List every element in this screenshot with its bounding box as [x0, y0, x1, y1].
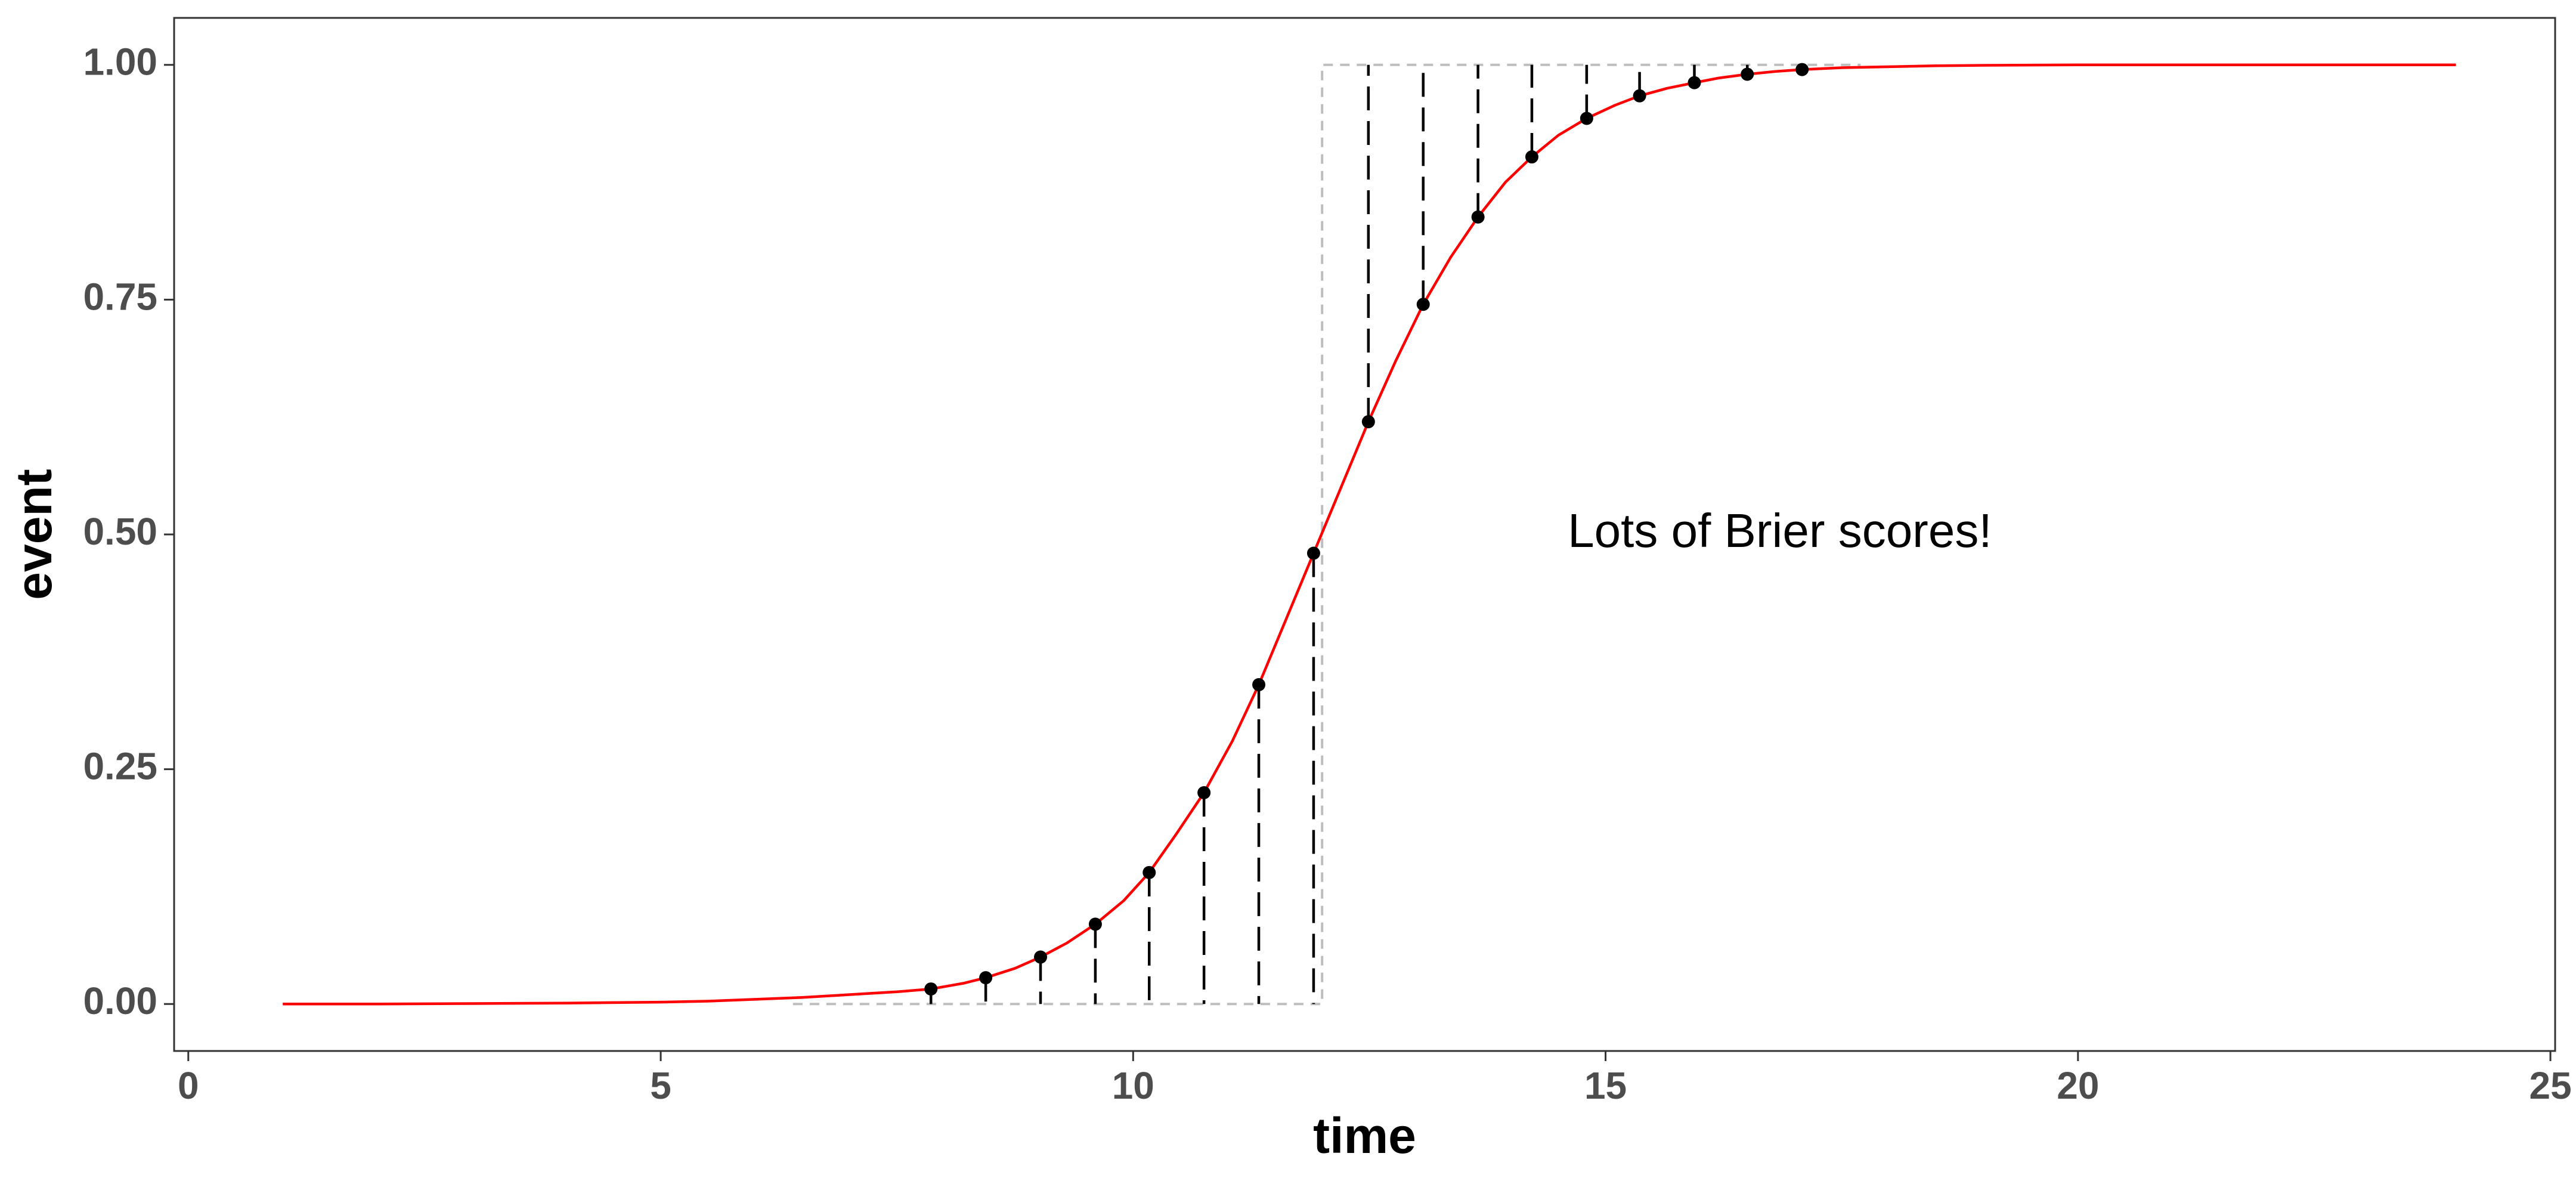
- y-tick-label: 0.25: [83, 745, 157, 788]
- prediction-point: [979, 971, 993, 985]
- prediction-point: [1416, 298, 1430, 311]
- prediction-point: [1525, 150, 1538, 164]
- x-axis: 0 5 10 15 20 25: [178, 1051, 2572, 1107]
- prediction-point: [1143, 865, 1156, 879]
- x-tick-label: 0: [178, 1064, 199, 1107]
- y-axis-title: event: [6, 469, 62, 599]
- prediction-point: [1197, 786, 1211, 799]
- observed-outcome-line: [792, 63, 1861, 1006]
- prediction-point: [1034, 950, 1048, 964]
- x-tick-label: 15: [1584, 1064, 1627, 1107]
- prediction-point: [1361, 415, 1375, 429]
- prediction-point: [1741, 67, 1754, 81]
- prediction-point: [1580, 112, 1593, 125]
- observed-outcome-step: [792, 63, 1861, 1006]
- prediction-point: [1688, 76, 1701, 89]
- x-axis-title: time: [1313, 1108, 1416, 1164]
- y-axis: 0.00 0.25 0.50 0.75 1.00: [83, 41, 174, 1022]
- predicted-probability-curve: [283, 63, 2456, 1006]
- prediction-points: [924, 63, 1809, 996]
- prediction-point: [1088, 917, 1102, 931]
- x-tick-label: 10: [1112, 1064, 1154, 1107]
- prediction-point: [1306, 546, 1320, 560]
- y-tick-label: 1.00: [83, 41, 157, 84]
- prediction-point: [1633, 89, 1646, 103]
- x-tick-label: 20: [2057, 1064, 2099, 1107]
- prediction-point: [1471, 210, 1485, 224]
- y-tick-label: 0.50: [83, 510, 157, 553]
- y-tick-label: 0.75: [83, 275, 157, 318]
- predicted-curve-line: [283, 63, 2456, 1006]
- x-tick-label: 5: [650, 1064, 671, 1107]
- panel-border: [173, 17, 2556, 1052]
- chart-annotation: Lots of Brier scores!: [1568, 504, 1992, 557]
- prediction-point: [924, 982, 938, 996]
- prediction-point: [1795, 63, 1809, 76]
- prediction-point: [1252, 678, 1266, 691]
- x-tick-label: 25: [2529, 1064, 2571, 1107]
- y-tick-label: 0.00: [83, 979, 157, 1022]
